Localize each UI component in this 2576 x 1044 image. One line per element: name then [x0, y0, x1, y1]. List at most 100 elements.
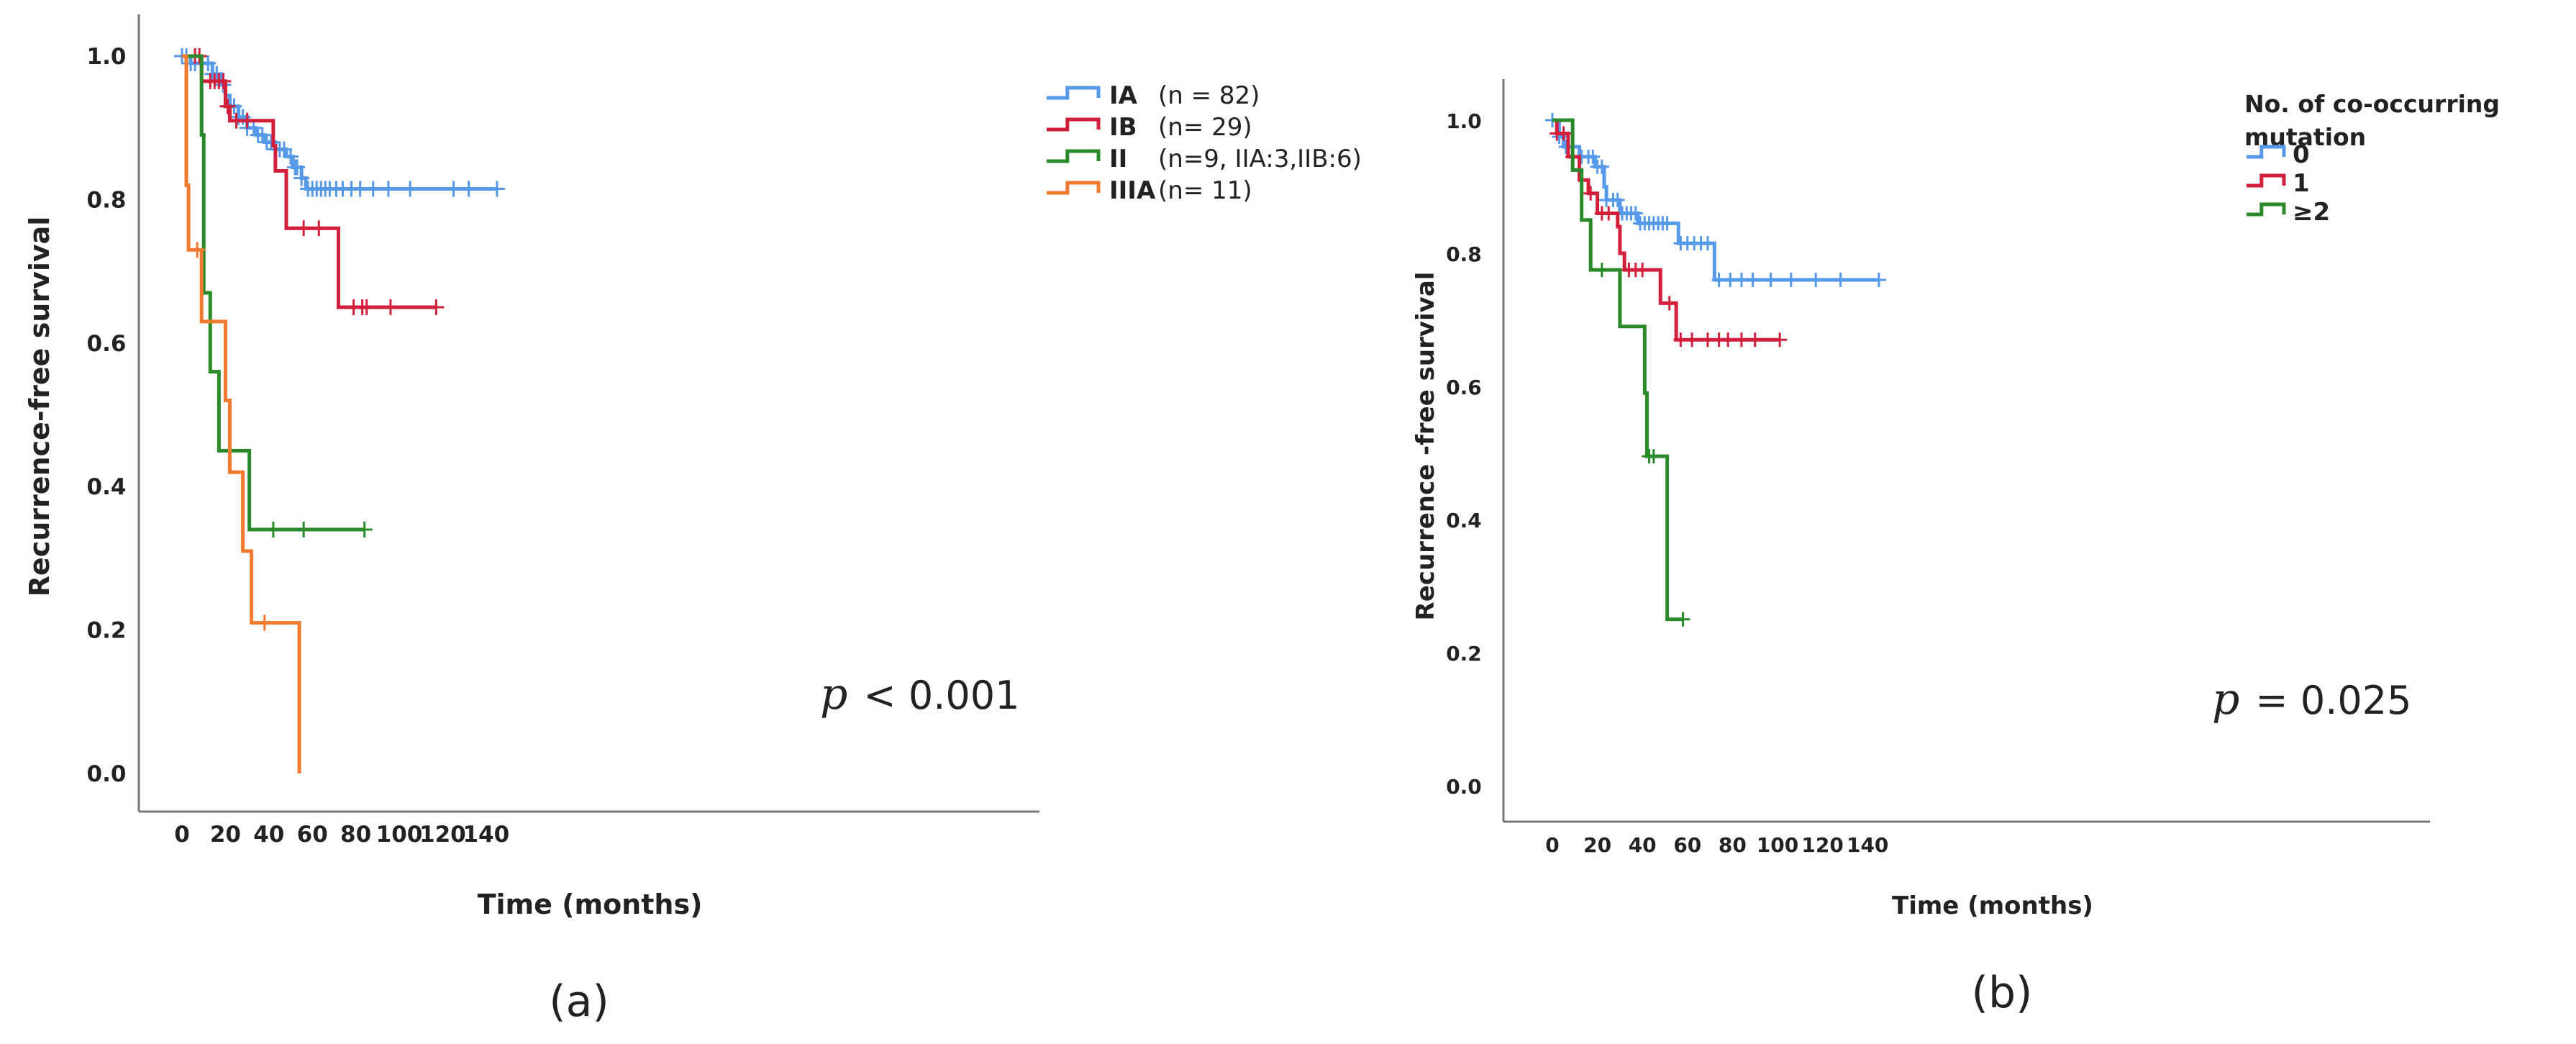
legend-swatch [1047, 117, 1101, 132]
legend-entry-count: (n= 11) [1158, 176, 1252, 205]
censor-mark [1585, 149, 1601, 164]
legend-entry-label: 0 [2293, 140, 2310, 169]
censor-mark [293, 170, 310, 186]
x-tick-label: 120 [1801, 833, 1843, 857]
x-tick-label: 120 [419, 822, 466, 848]
legend-entry-count: (n= 29) [1158, 113, 1252, 142]
legend-entry-label: II [1109, 145, 1127, 173]
x-tick-label: 100 [1757, 833, 1798, 857]
panel-label-b: (b) [1972, 968, 2033, 1018]
censor-mark [1583, 186, 1598, 201]
x-tick-label: 40 [253, 822, 284, 848]
y-tick-label: 1.0 [1446, 109, 1482, 133]
censor-mark [1628, 206, 1643, 221]
p-value-b: p = 0.025 [2212, 674, 2411, 725]
y-axis-label-a: Recurrence-free survival [24, 217, 55, 597]
censor-mark [1700, 236, 1715, 251]
y-tick-label: 0.4 [87, 474, 127, 500]
y-tick-label: 0.8 [1446, 242, 1482, 266]
panel-label-a: (a) [549, 976, 609, 1027]
x-tick-label: 20 [1583, 833, 1611, 857]
censor-mark [296, 220, 312, 237]
censor-mark [1675, 612, 1690, 627]
legend-entry-count: (n=9, IIA:3,IIB:6) [1158, 145, 1362, 173]
legend-entry-label: IIIA [1109, 176, 1156, 205]
censor-mark [1808, 273, 1824, 287]
censor-mark [402, 181, 419, 197]
censor-mark [356, 522, 373, 538]
censor-mark [209, 65, 225, 82]
censor-mark [382, 299, 399, 315]
y-tick-label: 0.8 [87, 187, 127, 213]
x-tick-label: 140 [1847, 833, 1888, 857]
series-ia-group [174, 48, 505, 197]
chart-panel-b: 0.0 0.2 0.4 0.6 0.8 1.0 0 20 40 60 80 100 120 140 Rec… [1411, 79, 2500, 1018]
censor-mark [445, 181, 462, 197]
censor-mark [1646, 449, 1661, 464]
censor-mark [1601, 206, 1616, 221]
x-tick-label: 60 [297, 822, 328, 848]
x-tick-label: 20 [210, 822, 241, 848]
censor-mark [365, 181, 381, 197]
series-1-group [1549, 118, 1788, 348]
y-tick-label: 0.6 [87, 331, 127, 357]
censor-mark [488, 181, 505, 197]
series-2-group [1552, 118, 1690, 627]
censor-mark [1833, 273, 1848, 287]
censor-mark [1594, 263, 1609, 278]
legend-b: 01≥2 [2247, 140, 2330, 227]
legend-title-b-line1: No. of co-occurring [2244, 90, 2500, 118]
legend-swatch [1047, 86, 1101, 100]
x-axis-label-b: Time (months) [1892, 891, 2093, 920]
censor-mark [1783, 273, 1798, 287]
censor-mark [296, 522, 312, 538]
y-tick-label: 0.0 [87, 761, 127, 787]
survival-curve [1552, 118, 1879, 282]
censor-mark [1763, 273, 1778, 287]
censor-mark [1635, 263, 1650, 278]
x-tick-label: 140 [463, 822, 509, 848]
censor-mark [1594, 159, 1609, 174]
y-axis-label-b: Recurrence -free survival [1411, 272, 1440, 621]
series-iiia-group [182, 54, 301, 773]
ticks-b: 0.0 0.2 0.4 0.6 0.8 1.0 0 20 40 60 80 100 120 140 [1446, 109, 1888, 857]
x-tick-label: 40 [1629, 833, 1657, 857]
x-axis-label-a: Time (months) [478, 889, 703, 920]
censor-mark [311, 220, 327, 237]
legend-swatch [2247, 202, 2286, 217]
survival-curve [182, 54, 301, 773]
censor-mark [189, 242, 206, 258]
censor-mark [380, 181, 396, 197]
legend-swatch [2247, 173, 2286, 188]
censor-mark [1662, 296, 1677, 311]
y-tick-label: 1.0 [87, 44, 127, 70]
series-b [1545, 113, 1886, 627]
censor-mark [1610, 193, 1625, 207]
censor-mark [1660, 216, 1675, 231]
censor-mark [219, 98, 236, 114]
legend-entry-label: IB [1109, 113, 1137, 142]
x-tick-label: 0 [1545, 833, 1559, 857]
censor-mark [460, 181, 477, 197]
p-value-text-a: < 0.001 [863, 673, 1019, 718]
censor-mark [265, 522, 281, 538]
censor-mark [1556, 126, 1571, 141]
legend-entry-label: ≥2 [2293, 198, 2330, 227]
censor-mark [1772, 332, 1788, 348]
y-tick-label: 0.0 [1446, 775, 1482, 799]
series-ii-group [182, 54, 373, 538]
p-value-a: p < 0.001 [820, 669, 1019, 720]
censor-mark [1721, 332, 1736, 348]
censor-mark [256, 614, 273, 631]
legend-entry-count: (n = 82) [1158, 81, 1260, 110]
x-tick-label: 80 [340, 822, 371, 848]
censor-mark [358, 299, 375, 315]
series-0-group [1545, 113, 1886, 287]
y-tick-label: 0.6 [1446, 376, 1482, 399]
y-tick-label: 0.2 [87, 618, 127, 644]
censor-mark [1734, 332, 1749, 348]
censor-mark [289, 159, 306, 176]
legend-a: IA (n = 82) IB (n= 29) II (n=9, IIA:3,IIB:6)I… [1047, 81, 1362, 205]
